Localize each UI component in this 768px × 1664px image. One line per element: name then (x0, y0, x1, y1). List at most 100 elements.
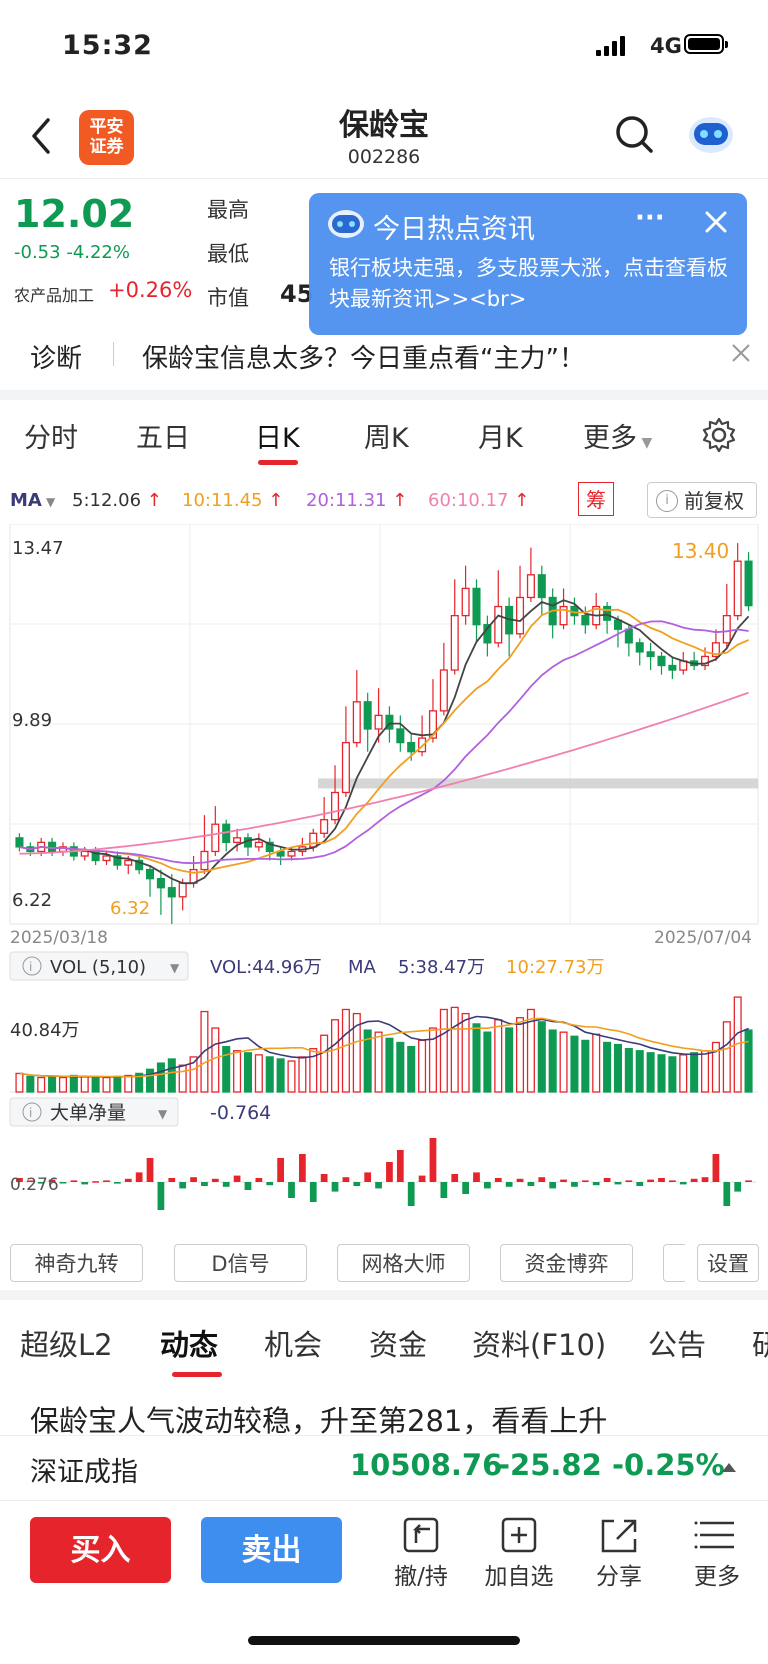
candle-body (624, 628, 633, 644)
pill-magic-nine[interactable]: 神奇九转 (10, 1244, 143, 1282)
share-button[interactable]: 分享 (584, 1515, 654, 1591)
expand-up-icon[interactable] (720, 1460, 738, 1474)
cancel-order-button[interactable]: 撤/持 (386, 1515, 456, 1591)
candle-body (80, 850, 89, 857)
caret-down-icon: ▼ (158, 1107, 168, 1121)
pill-partial[interactable] (663, 1244, 685, 1282)
candle-body (15, 837, 24, 848)
volume-bar (624, 1048, 633, 1093)
candle-body (526, 574, 535, 599)
tab-announcement[interactable]: 公告 (648, 1328, 707, 1362)
tab-monthly-k[interactable]: 月K (478, 423, 523, 454)
volume-bar (428, 1027, 437, 1093)
diagnosis-text: 保龄宝信息太多？今日重点看“主力”！ (142, 344, 585, 374)
volume-bar (711, 1041, 720, 1093)
kline-candles (15, 543, 753, 924)
add-watchlist-button[interactable]: 加自选 (484, 1515, 554, 1591)
tab-funds[interactable]: 资金 (369, 1328, 428, 1362)
bigorder-bar (603, 1178, 611, 1182)
tab-more[interactable]: 更多 ▼ (583, 423, 653, 454)
bigorder-bar (701, 1177, 709, 1182)
pill-fund-game[interactable]: 资金博弈 (500, 1244, 633, 1282)
bigorder-bar (331, 1182, 339, 1192)
volume-bar (668, 1056, 677, 1093)
bigorder-bar (353, 1182, 361, 1186)
more-menu-button[interactable]: 更多 (682, 1515, 752, 1591)
index-value: 10508.76 (350, 1448, 503, 1482)
adjust-toggle[interactable]: i 前复权 (647, 482, 757, 518)
bigorder-bar (70, 1180, 78, 1182)
volume-bar (679, 1054, 688, 1093)
tab-intraday[interactable]: 分时 (24, 423, 78, 454)
popup-title: 今日热点资讯 (373, 214, 535, 245)
volume-bar (113, 1075, 122, 1093)
chevron-left-icon[interactable] (28, 116, 54, 156)
tab-weekly-k[interactable]: 周K (364, 423, 409, 454)
index-ticker[interactable]: 深证成指 10508.76 -25.82 -0.25% (0, 1435, 768, 1501)
volume-bar (657, 1054, 666, 1093)
robot-icon[interactable] (686, 110, 736, 156)
volume-bar (450, 1006, 459, 1093)
bigorder-bar (266, 1182, 274, 1186)
active-tab-indicator (172, 1372, 222, 1377)
volume-bar (243, 1052, 252, 1093)
volume-bar (363, 1029, 372, 1093)
volume-bar (505, 1027, 514, 1093)
high-marker: 13.40 (672, 539, 729, 563)
ma5-line (19, 599, 750, 885)
gear-icon[interactable] (700, 416, 738, 454)
kline-grid (9, 524, 759, 925)
bigorder-label: 大单净量 (50, 1102, 126, 1124)
bigorder-bar (201, 1182, 208, 1186)
volume-bar (331, 1019, 340, 1093)
bigorder-bar (320, 1174, 328, 1182)
sector-name[interactable]: 农产品加工 (14, 286, 95, 305)
bigorder-bar (309, 1182, 317, 1202)
kline-ma-lines (19, 599, 750, 885)
volume-legend: i VOL (5,10) ▼ VOL:44.96万 MA 5:38.47万 10… (9, 951, 605, 981)
close-icon[interactable] (730, 342, 752, 364)
news-headline[interactable]: 保龄宝人气波动较稳，升至第281，看看上升 (30, 1404, 608, 1438)
pill-settings[interactable]: 设置 (697, 1244, 759, 1282)
candle-body (516, 596, 525, 635)
tab-five-day[interactable]: 五日 (136, 423, 190, 454)
hot-news-popup[interactable]: 今日热点资讯 ··· 银行板块走强，多支股票大涨，点击查看板块最新资讯>><br… (309, 193, 747, 335)
candle-body (657, 655, 666, 667)
more-icon[interactable]: ··· (635, 203, 665, 233)
candle-body (385, 714, 394, 730)
ma-label[interactable]: MA ▼ (10, 490, 56, 511)
volume-bar (494, 1019, 503, 1093)
tab-opportunity[interactable]: 机会 (264, 1328, 323, 1362)
tab-super-l2[interactable]: 超级L2 (20, 1328, 113, 1362)
x-end-label: 2025/07/04 (654, 928, 752, 948)
pill-d-signal[interactable]: D信号 (174, 1244, 307, 1282)
tab-f10[interactable]: 资料(F10) (472, 1328, 607, 1362)
buy-button[interactable]: 买入 (30, 1517, 171, 1583)
close-icon[interactable] (701, 207, 731, 237)
index-change: -25.82 (498, 1448, 602, 1482)
pill-grid-master[interactable]: 网格大师 (337, 1244, 470, 1282)
ma5-value: 5:12.06 ↑ (72, 490, 162, 511)
info-tabs: 超级L2 动态 机会 资金 资料(F10) 公告 研 (0, 1290, 768, 1384)
diagnosis-bar[interactable]: 诊断 保龄宝信息太多？今日重点看“主力”！ (0, 312, 768, 400)
volume-bar (570, 1035, 579, 1093)
volume-bar (701, 1050, 710, 1093)
home-indicator (248, 1636, 520, 1645)
candle-body (146, 868, 155, 880)
bigorder-bar (723, 1182, 731, 1206)
volume-bar (309, 1048, 318, 1093)
volume-bar (352, 1012, 361, 1093)
tab-news[interactable]: 动态 (160, 1328, 219, 1362)
bigorder-bar (647, 1179, 654, 1182)
search-icon[interactable] (614, 114, 654, 154)
stock-header: 平安证券 保龄宝 002286 (0, 96, 768, 179)
stock-chart[interactable]: 13.47 9.89 6.22 13.40 6.32 2025/03/18 20… (0, 524, 768, 1224)
tab-research[interactable]: 研 (752, 1328, 768, 1362)
bigorder-bar (560, 1179, 567, 1182)
chip-distribution-button[interactable]: 筹 (578, 482, 614, 516)
bigorder-bar (679, 1182, 687, 1185)
candle-body (603, 605, 612, 621)
bigorder-bar (734, 1182, 742, 1192)
sell-button[interactable]: 卖出 (201, 1517, 342, 1583)
tab-daily-k[interactable]: 日K (255, 423, 300, 454)
